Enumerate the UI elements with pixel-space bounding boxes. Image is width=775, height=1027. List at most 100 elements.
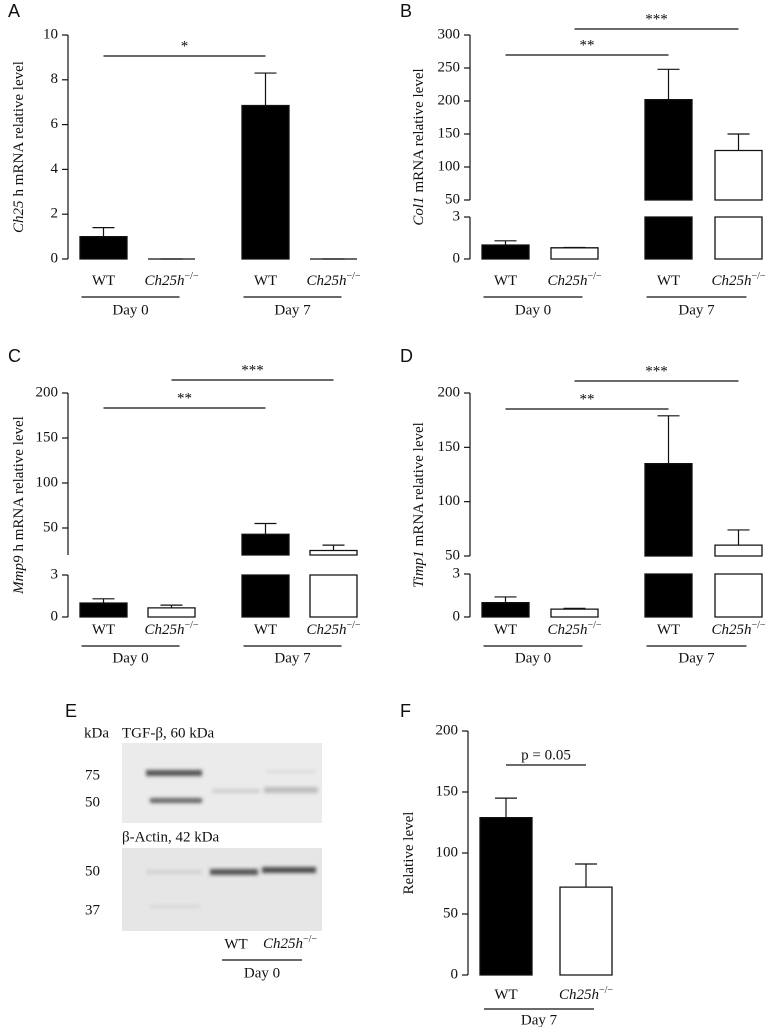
x-tick-label: Ch25h−/−	[306, 271, 360, 289]
y-axis-label: Relative level	[401, 812, 417, 895]
error-bar	[494, 240, 517, 245]
category-superscript: −/−	[346, 271, 360, 282]
y-tick-label: 200	[36, 384, 59, 400]
error-bar	[727, 133, 750, 151]
panel-letter: D	[400, 346, 413, 366]
x-tick-label: WT	[657, 273, 680, 289]
y-axis-label-gene: Ch25	[11, 200, 27, 233]
category-name: Ch25h	[711, 622, 751, 638]
y-tick-label: 100	[438, 493, 461, 509]
marker-label: 50	[85, 794, 100, 810]
blot-image	[122, 743, 322, 823]
lane-label: WT	[224, 936, 247, 952]
y-tick-label: 200	[436, 722, 459, 738]
category-name: Ch25h	[306, 273, 346, 289]
y-tick-label: 3	[51, 566, 59, 582]
group-label: Day 7	[274, 650, 311, 666]
y-tick-label: 150	[438, 439, 461, 455]
significance-label: *	[181, 38, 189, 54]
category-name: WT	[494, 273, 517, 289]
error-bar	[92, 598, 115, 603]
y-tick-label: 0	[451, 966, 459, 982]
category-superscript: −/−	[751, 271, 765, 282]
group-label: Day 0	[112, 650, 148, 666]
x-tick-label: Ch25h−/−	[144, 620, 198, 638]
x-tick-label: WT	[254, 273, 277, 289]
significance-label: ***	[241, 362, 264, 378]
category-name: WT	[494, 987, 517, 1003]
x-tick-label: Ch25h−/−	[306, 620, 360, 638]
error-bar	[160, 604, 183, 608]
x-tick-label: Ch25h−/−	[547, 620, 601, 638]
error-bar	[495, 797, 517, 818]
bar	[550, 247, 599, 260]
category-name: WT	[254, 273, 277, 289]
bar	[79, 235, 128, 260]
category-name: Ch25h	[559, 987, 599, 1003]
category-superscript: −/−	[599, 985, 613, 996]
error-bar	[254, 72, 277, 106]
x-tick-label: WT	[494, 622, 517, 638]
group-label: Day 0	[112, 302, 148, 318]
bar	[550, 608, 599, 618]
error-bar	[657, 415, 680, 464]
x-tick-label: WT	[494, 987, 517, 1003]
y-tick-label: 250	[438, 59, 461, 75]
error-bar	[254, 522, 277, 535]
y-tick-label: 50	[43, 519, 58, 535]
y-axis-label-text: h mRNA relative level	[11, 61, 27, 196]
y-tick-label: 100	[438, 158, 461, 174]
panel-letter: F	[400, 701, 411, 721]
x-tick-label: WT	[92, 273, 115, 289]
y-tick-label: 2	[51, 206, 59, 222]
marker-label: 75	[85, 767, 100, 783]
y-axis-label: Mmp9 h mRNA relative level	[11, 416, 27, 595]
category-superscript: −/−	[346, 620, 360, 631]
bands	[146, 867, 316, 908]
panel-letter: E	[65, 701, 77, 721]
group-label: Day 7	[274, 302, 311, 318]
category-name: WT	[657, 622, 680, 638]
x-tick-label: WT	[92, 622, 115, 638]
category-name: WT	[92, 622, 115, 638]
bar	[644, 462, 693, 618]
y-tick-label: 200	[438, 384, 461, 400]
bar	[241, 104, 290, 260]
category-name: WT	[657, 273, 680, 289]
y-tick-label: 50	[443, 905, 458, 921]
category-name: Ch25h	[144, 622, 184, 638]
significance-label: **	[177, 390, 192, 406]
error-bar	[657, 68, 680, 100]
y-axis-label-text: Relative level	[401, 812, 417, 895]
lane-superscript: −/−	[303, 934, 317, 945]
y-axis-label-text: h mRNA relative level	[11, 416, 27, 551]
y-tick-label: 100	[36, 474, 59, 490]
y-tick-label: 0	[453, 608, 461, 624]
error-bar	[563, 607, 586, 610]
x-tick-label: WT	[657, 622, 680, 638]
x-tick-label: Ch25h−/−	[547, 271, 601, 289]
category-superscript: −/−	[184, 271, 198, 282]
y-tick-label: 0	[453, 250, 461, 266]
significance-label: ***	[645, 363, 668, 379]
x-tick-label: WT	[494, 273, 517, 289]
group-label: Day 7	[678, 650, 715, 666]
bar	[481, 602, 530, 618]
category-name: Ch25h	[547, 273, 587, 289]
error-bar	[727, 529, 750, 546]
y-axis-label-gene: Mmp9	[11, 555, 27, 595]
y-axis-label-text: mRNA relative level	[411, 68, 427, 192]
group-label: Day 0	[515, 302, 551, 318]
x-tick-label: Ch25h−/−	[559, 985, 613, 1003]
y-tick-label: 0	[51, 608, 59, 624]
western-blot-panel: E kDa TGF-β, 60 kDa 75 50 β-Actin, 42 kD…	[65, 701, 322, 981]
bar	[147, 607, 196, 618]
y-tick-label: 10	[43, 26, 58, 42]
category-name: Ch25h	[547, 622, 587, 638]
x-tick-label: Ch25h−/−	[144, 271, 198, 289]
y-axis-label: Timp1 mRNA relative level	[411, 422, 427, 588]
marker-label: 50	[85, 863, 100, 879]
y-axis-label-gene: Timp1	[411, 550, 427, 588]
group-label: Day 0	[515, 650, 551, 666]
y-tick-label: 4	[51, 161, 59, 177]
